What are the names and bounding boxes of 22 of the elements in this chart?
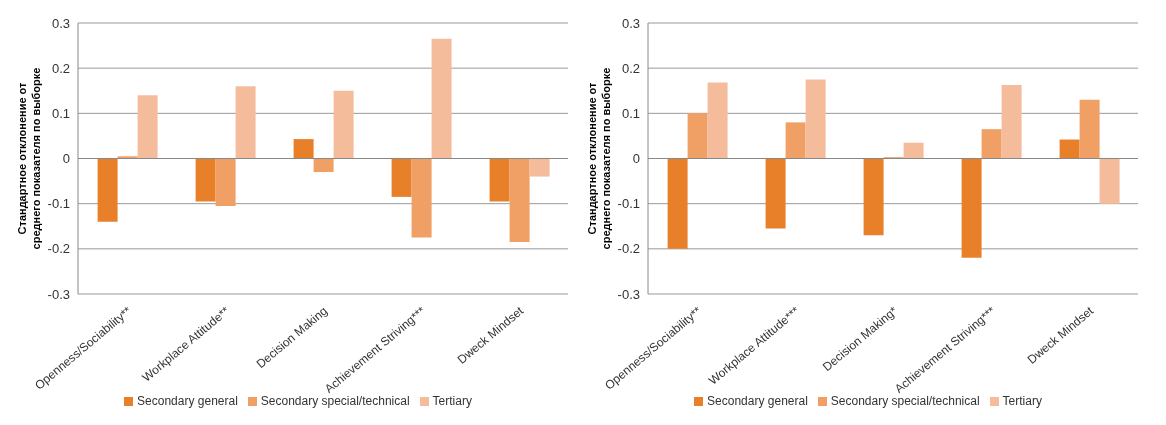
y-tick-label: 0 [632, 151, 640, 167]
y-tick-label: 0 [62, 151, 70, 167]
y-axis-title: Стандартное отклонение от среднего показателя по выборке [586, 67, 612, 250]
y-tick-label: 0.3 [51, 15, 70, 31]
legend-label: Secondary general [137, 394, 238, 408]
y-tick-label: -0.1 [47, 196, 70, 212]
legend-label: Secondary special/technical [260, 394, 410, 408]
y-tick-label: -0.3 [617, 286, 640, 302]
y-tick-label: 0.2 [621, 60, 640, 76]
y-tick-label: 0.2 [51, 60, 70, 76]
y-tick-label: -0.1 [617, 196, 640, 212]
y-tick-label: 0.3 [621, 15, 640, 31]
y-tick-label: -0.2 [47, 241, 70, 257]
y-axis-title: Стандартное отклонение от среднего показателя по выборке [16, 67, 42, 250]
y-tick-label: -0.3 [47, 286, 70, 302]
legend-label: Tertiary [432, 394, 472, 408]
legend-label: Secondary special/technical [830, 394, 980, 408]
y-tick-label: -0.2 [617, 241, 640, 257]
legend-label: Tertiary [1002, 394, 1042, 408]
y-tick-label: 0.1 [621, 105, 640, 121]
legend-label: Secondary general [707, 394, 808, 408]
y-tick-label: 0.1 [51, 105, 70, 121]
